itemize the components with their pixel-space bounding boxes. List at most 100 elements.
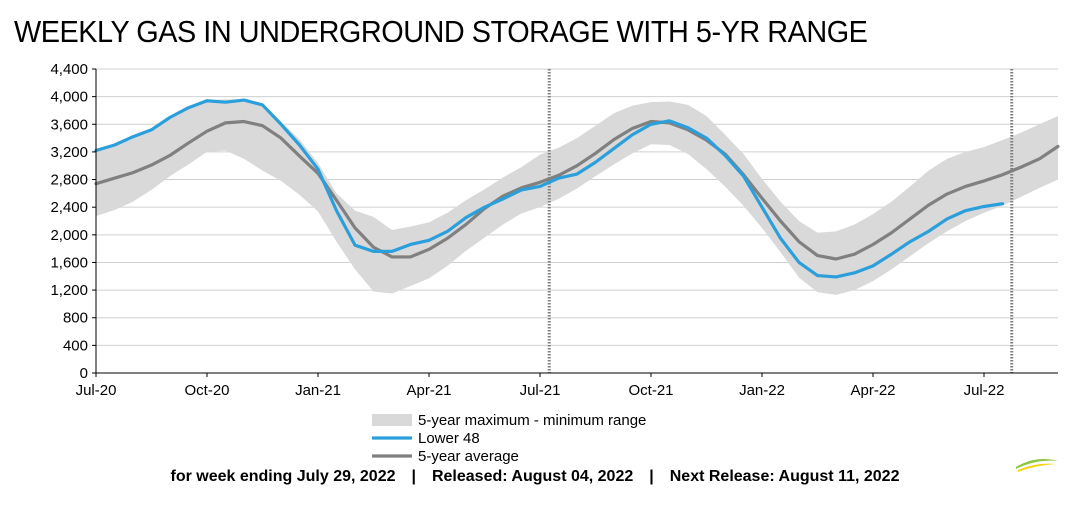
lower48-point bbox=[409, 243, 411, 245]
lower48-point bbox=[835, 276, 837, 278]
lower48-point bbox=[872, 265, 874, 267]
lower48-point bbox=[853, 272, 855, 274]
x-tick-label: Apr-22 bbox=[850, 382, 895, 399]
lower48-point bbox=[372, 250, 374, 252]
lower48-point bbox=[705, 137, 707, 139]
average-point bbox=[502, 195, 504, 197]
lower48-point bbox=[964, 209, 966, 211]
lower48-point bbox=[261, 104, 263, 106]
average-point bbox=[909, 218, 911, 220]
average-point bbox=[354, 227, 356, 229]
x-tick-label: Apr-21 bbox=[406, 382, 451, 399]
average-point bbox=[946, 193, 948, 195]
release-footer: for week ending July 29, 2022 | Released: … bbox=[0, 468, 1070, 486]
lower48-point bbox=[1001, 203, 1003, 205]
axes bbox=[92, 68, 1058, 377]
average-point bbox=[169, 154, 171, 156]
lower48-point bbox=[391, 250, 393, 252]
average-point bbox=[761, 197, 763, 199]
average-point bbox=[668, 122, 670, 124]
average-point bbox=[779, 220, 781, 222]
average-point bbox=[243, 120, 245, 122]
average-line bbox=[94, 119, 1060, 261]
y-tick-label: 4,400 bbox=[50, 61, 88, 78]
lower48-point bbox=[280, 123, 282, 125]
lower48-point bbox=[187, 106, 189, 108]
lower48-point bbox=[335, 209, 337, 211]
average-point bbox=[298, 155, 300, 157]
average-point bbox=[317, 172, 319, 174]
average-point bbox=[1020, 166, 1022, 168]
lower48-point bbox=[298, 144, 300, 146]
lower48-point bbox=[798, 261, 800, 263]
average-point bbox=[983, 180, 985, 182]
y-tick-label: 400 bbox=[63, 337, 88, 354]
average-point bbox=[372, 246, 374, 248]
y-tick-label: 1,600 bbox=[50, 254, 88, 271]
vertical-markers bbox=[547, 69, 1014, 373]
average-point bbox=[446, 237, 448, 239]
footer-separator: | bbox=[411, 468, 416, 485]
x-tick-label: Jul-20 bbox=[76, 382, 117, 399]
lower48-point bbox=[539, 185, 541, 187]
average-point bbox=[816, 254, 818, 256]
lower48-point bbox=[816, 274, 818, 276]
legend-label: Lower 48 bbox=[418, 430, 480, 447]
lower48-point bbox=[594, 161, 596, 163]
y-tick-label: 2,800 bbox=[50, 172, 88, 189]
lower48-point bbox=[169, 116, 171, 118]
average-point bbox=[335, 199, 337, 201]
y-tick-label: 1,200 bbox=[50, 282, 88, 299]
next-release-text: Next Release: August 11, 2022 bbox=[669, 468, 900, 485]
lower48-point bbox=[317, 168, 319, 170]
average-point bbox=[520, 187, 522, 189]
lower48-line bbox=[94, 98, 1005, 279]
average-point bbox=[132, 171, 134, 173]
average-point bbox=[409, 256, 411, 258]
lower48-point bbox=[576, 173, 578, 175]
lower48-point bbox=[927, 230, 929, 232]
lower48-point bbox=[150, 129, 152, 131]
y-tick-label: 3,200 bbox=[50, 144, 88, 161]
x-tick-label: Jan-22 bbox=[739, 382, 785, 399]
week-ending-text: for week ending July 29, 2022 bbox=[170, 468, 396, 485]
average-point bbox=[483, 207, 485, 209]
footer-separator: | bbox=[649, 468, 654, 485]
x-tick-label: Oct-21 bbox=[628, 382, 673, 399]
x-tick-label: Jan-21 bbox=[295, 382, 341, 399]
y-tick-label: 3,600 bbox=[50, 116, 88, 133]
range-band bbox=[96, 99, 1058, 295]
x-tick-labels: Jul-20 Oct-20 Jan-21 Apr-21 Jul-21 Oct-21 Jan-… bbox=[76, 382, 1005, 399]
released-text: Released: August 04, 2022 bbox=[431, 468, 634, 485]
legend-label: 5-year average bbox=[418, 448, 519, 465]
lower48-point bbox=[909, 241, 911, 243]
average-point bbox=[557, 174, 559, 176]
logo-swoosh-icon bbox=[1016, 459, 1058, 472]
lower48-point bbox=[983, 205, 985, 207]
average-point bbox=[927, 204, 929, 206]
average-point bbox=[1038, 158, 1040, 160]
lower48-point bbox=[113, 144, 115, 146]
lower48-point bbox=[687, 127, 689, 129]
lower48-point bbox=[668, 120, 670, 122]
average-point bbox=[650, 120, 652, 122]
lower48-point bbox=[779, 237, 781, 239]
average-point bbox=[261, 124, 263, 126]
average-point bbox=[428, 248, 430, 250]
average-point bbox=[631, 127, 633, 129]
average-point bbox=[724, 153, 726, 155]
average-point bbox=[113, 177, 115, 179]
average-point bbox=[853, 253, 855, 255]
average-point bbox=[872, 243, 874, 245]
y-tick-labels: 0 400 800 1,200 1,600 2,000 2,400 2,800 3,200 3,6… bbox=[50, 61, 88, 382]
average-point bbox=[280, 137, 282, 139]
average-point bbox=[742, 174, 744, 176]
average-point bbox=[835, 258, 837, 260]
lower48-point bbox=[465, 216, 467, 218]
average-point bbox=[576, 165, 578, 167]
lower48-point bbox=[890, 253, 892, 255]
lower48-point bbox=[354, 244, 356, 246]
lower48-point bbox=[243, 99, 245, 101]
lower48-point bbox=[428, 239, 430, 241]
